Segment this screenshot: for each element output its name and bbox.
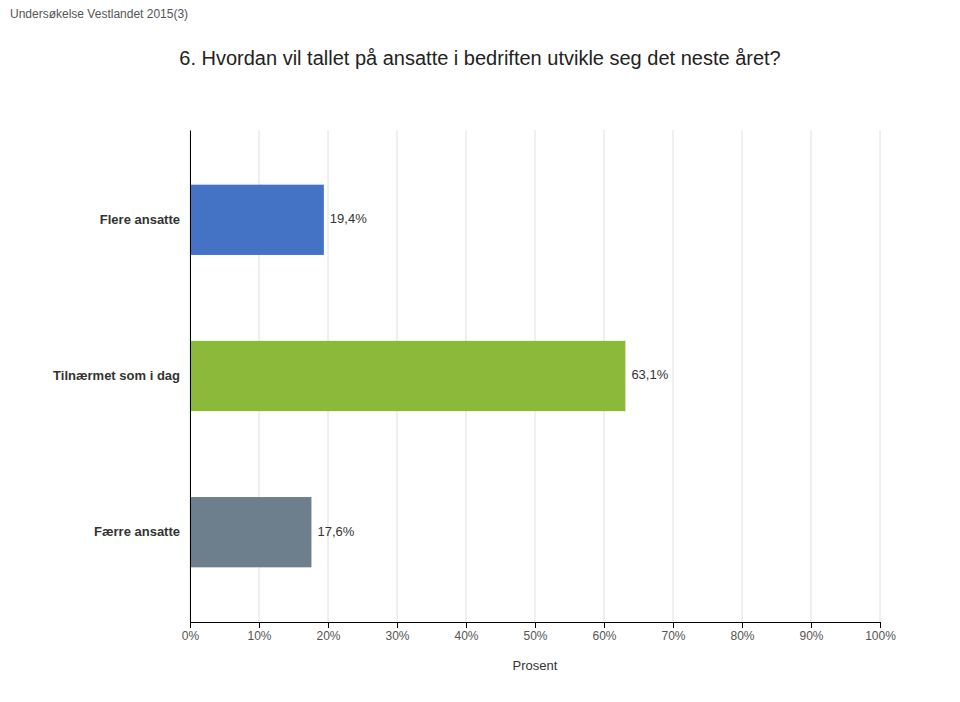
tick: Tilnærmet som i dag bbox=[53, 368, 180, 383]
tick: 30% bbox=[385, 622, 409, 643]
grid-line bbox=[742, 130, 743, 622]
tick-label: 70% bbox=[661, 629, 685, 643]
grid-line bbox=[811, 130, 812, 622]
data-label: 63,1% bbox=[631, 367, 668, 382]
tick-mark bbox=[673, 622, 674, 628]
tick: 20% bbox=[316, 622, 340, 643]
tick: 60% bbox=[592, 622, 616, 643]
axis-title: Prosent bbox=[513, 658, 558, 673]
title: 6. Hvordan vil tallet på ansatte i bedri… bbox=[179, 47, 780, 69]
tick-mark bbox=[397, 622, 398, 628]
tick-label: 20% bbox=[316, 629, 340, 643]
tick-label: Flere ansatte bbox=[100, 212, 180, 227]
data-labels: 17,6% 63,1% 19,4% bbox=[317, 211, 668, 538]
tick-label: Tilnærmet som i dag bbox=[53, 368, 180, 383]
tick: Færre ansatte bbox=[94, 524, 180, 539]
tick-label: 0% bbox=[182, 629, 200, 643]
tick: 50% bbox=[523, 622, 547, 643]
tick: 40% bbox=[454, 622, 478, 643]
tick: Flere ansatte bbox=[100, 212, 180, 227]
x-axis: 0% 10% 20% 30% 40% 50% 60% 70% 80% 90% 100% bbox=[182, 622, 896, 643]
tick-label: 50% bbox=[523, 629, 547, 643]
tick: 10% bbox=[247, 622, 271, 643]
chart-container: Undersøkelse Vestlandet 2015(3) 6. Hvorda… bbox=[0, 0, 960, 702]
tick-mark bbox=[535, 622, 536, 628]
subtitle: Undersøkelse Vestlandet 2015(3) bbox=[10, 7, 188, 21]
chart-svg: Undersøkelse Vestlandet 2015(3) 6. Hvorda… bbox=[0, 0, 960, 702]
tick: 100% bbox=[865, 622, 896, 643]
tick: 80% bbox=[730, 622, 754, 643]
tick-mark bbox=[880, 622, 881, 628]
bar bbox=[190, 185, 324, 255]
tick-label: 80% bbox=[730, 629, 754, 643]
tick: 90% bbox=[799, 622, 823, 643]
bar bbox=[190, 341, 625, 411]
tick: 70% bbox=[661, 622, 685, 643]
grid bbox=[190, 130, 880, 622]
plot: 0% 10% 20% 30% 40% 50% 60% 70% 80% 90% 100% Færre a… bbox=[53, 130, 896, 673]
axis-line bbox=[190, 131, 191, 623]
y-axis: Færre ansatte Tilnærmet som i dag Flere an… bbox=[53, 131, 190, 623]
data-label: 19,4% bbox=[330, 211, 367, 226]
grid-line bbox=[880, 130, 881, 622]
grid-line bbox=[673, 130, 674, 622]
tick-mark bbox=[259, 622, 260, 628]
tick: 0% bbox=[182, 622, 200, 643]
bar bbox=[190, 497, 311, 567]
tick-label: Færre ansatte bbox=[94, 524, 180, 539]
tick-label: 90% bbox=[799, 629, 823, 643]
tick-mark bbox=[190, 622, 191, 628]
tick-label: 10% bbox=[247, 629, 271, 643]
tick-mark bbox=[604, 622, 605, 628]
data-label: 17,6% bbox=[317, 524, 354, 539]
tick-label: 100% bbox=[865, 629, 896, 643]
bars bbox=[190, 185, 625, 568]
grid-line bbox=[190, 130, 191, 622]
tick-label: 60% bbox=[592, 629, 616, 643]
tick-label: 40% bbox=[454, 629, 478, 643]
tick-label: 30% bbox=[385, 629, 409, 643]
tick-mark bbox=[742, 622, 743, 628]
tick-mark bbox=[466, 622, 467, 628]
tick-mark bbox=[811, 622, 812, 628]
tick-mark bbox=[328, 622, 329, 628]
